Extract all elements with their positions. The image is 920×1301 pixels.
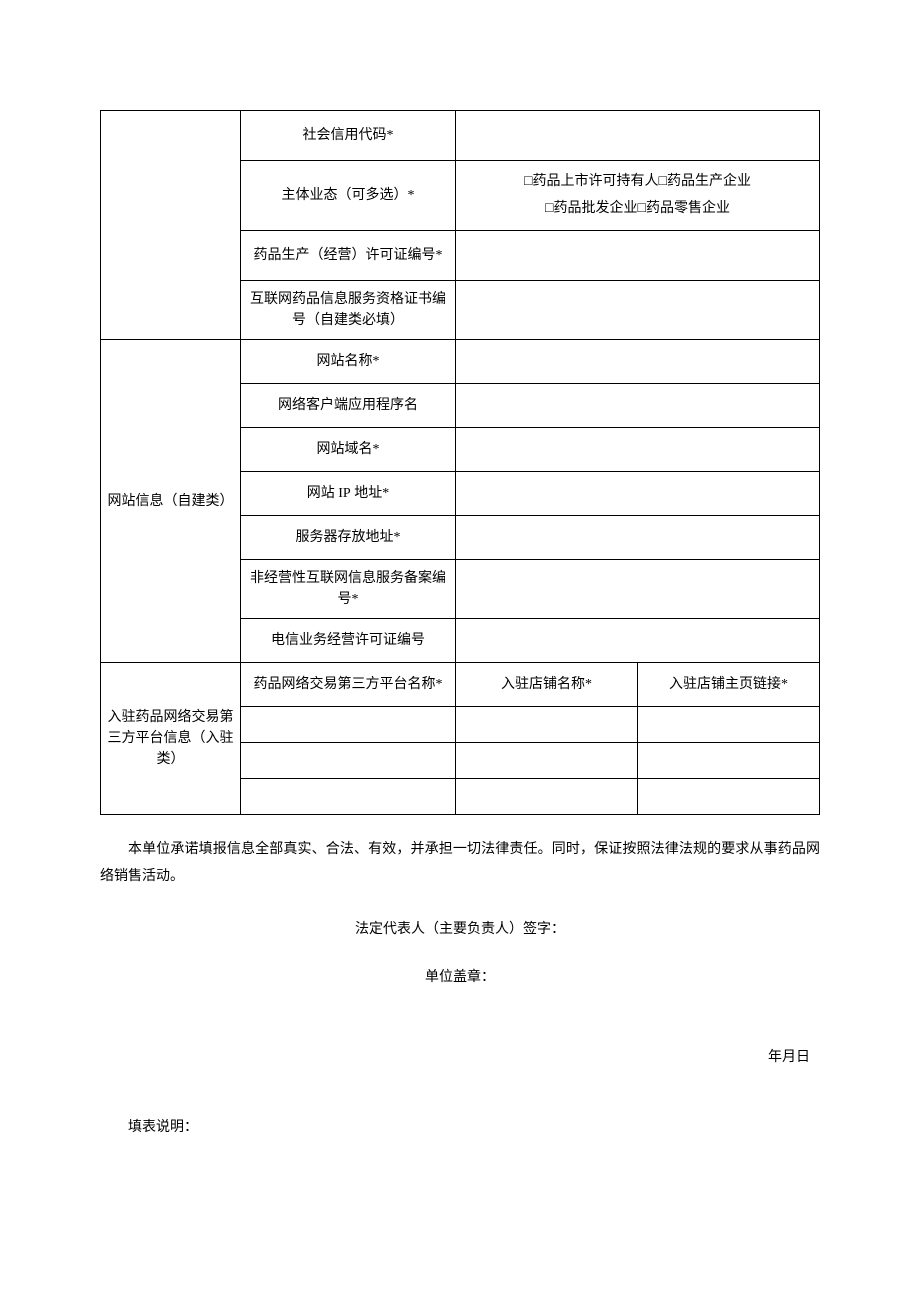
platform-cell — [241, 707, 456, 743]
platform-cell — [638, 743, 820, 779]
table-row: 社会信用代码* — [101, 111, 820, 161]
field-value — [456, 560, 820, 619]
document-page: 社会信用代码* 主体业态（可多选）* □药品上市许可持有人□药品生产企业 □药品… — [0, 0, 920, 1196]
checkbox-option[interactable]: □药品生产企业 — [659, 174, 751, 189]
form-table: 社会信用代码* 主体业态（可多选）* □药品上市许可持有人□药品生产企业 □药品… — [100, 110, 820, 815]
notes-label: 填表说明： — [100, 1116, 820, 1136]
field-label: 药品生产（经营）许可证编号* — [241, 231, 456, 281]
field-value — [456, 231, 820, 281]
field-value — [456, 384, 820, 428]
section-label-entity — [101, 111, 241, 340]
date-label: 年月日 — [100, 1046, 820, 1066]
declaration-text: 本单位承诺填报信息全部真实、合法、有效，并承担一切法律责任。同时，保证按照法律法… — [100, 837, 820, 890]
platform-cell — [456, 707, 638, 743]
table-row: 网站信息（自建类） 网站名称* — [101, 340, 820, 384]
field-label: 主体业态（可多选）* — [241, 161, 456, 231]
field-label: 网络客户端应用程序名 — [241, 384, 456, 428]
section-label-platform: 入驻药品网络交易第三方平台信息（入驻类） — [101, 663, 241, 815]
field-value — [456, 619, 820, 663]
field-value — [456, 281, 820, 340]
platform-header: 入驻店铺主页链接* — [638, 663, 820, 707]
field-value — [456, 428, 820, 472]
platform-cell — [456, 779, 638, 815]
field-value — [456, 472, 820, 516]
checkbox-option[interactable]: □药品批发企业 — [545, 201, 637, 216]
field-label: 网站名称* — [241, 340, 456, 384]
field-value — [456, 516, 820, 560]
platform-cell — [638, 779, 820, 815]
field-label: 社会信用代码* — [241, 111, 456, 161]
stamp-label: 单位盖章： — [100, 966, 820, 986]
field-value — [456, 111, 820, 161]
table-row: 入驻药品网络交易第三方平台信息（入驻类） 药品网络交易第三方平台名称* 入驻店铺… — [101, 663, 820, 707]
field-label: 非经营性互联网信息服务备案编号* — [241, 560, 456, 619]
platform-cell — [241, 743, 456, 779]
field-label: 网站域名* — [241, 428, 456, 472]
signature-label: 法定代表人（主要负责人）签字： — [100, 918, 820, 938]
checkbox-option[interactable]: □药品零售企业 — [638, 201, 730, 216]
platform-cell — [638, 707, 820, 743]
entity-type-checkboxes[interactable]: □药品上市许可持有人□药品生产企业 □药品批发企业□药品零售企业 — [456, 161, 820, 231]
field-label: 服务器存放地址* — [241, 516, 456, 560]
platform-cell — [456, 743, 638, 779]
section-label-site: 网站信息（自建类） — [101, 340, 241, 663]
platform-header: 入驻店铺名称* — [456, 663, 638, 707]
platform-cell — [241, 779, 456, 815]
field-label: 电信业务经营许可证编号 — [241, 619, 456, 663]
checkbox-option[interactable]: □药品上市许可持有人 — [524, 174, 658, 189]
platform-header: 药品网络交易第三方平台名称* — [241, 663, 456, 707]
field-value — [456, 340, 820, 384]
field-label: 互联网药品信息服务资格证书编号（自建类必填） — [241, 281, 456, 340]
field-label: 网站 IP 地址* — [241, 472, 456, 516]
